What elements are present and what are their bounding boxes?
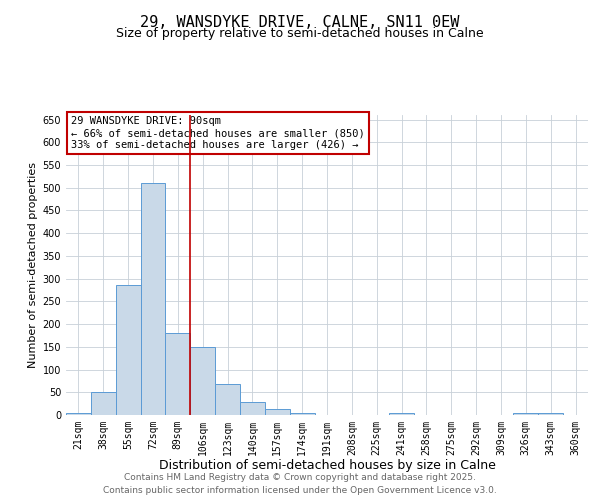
Bar — [514, 412, 538, 415]
Bar — [240, 402, 265, 415]
Text: Contains public sector information licensed under the Open Government Licence v3: Contains public sector information licen… — [103, 486, 497, 495]
Bar — [215, 384, 240, 415]
Text: Contains HM Land Registry data © Crown copyright and database right 2025.: Contains HM Land Registry data © Crown c… — [124, 474, 476, 482]
Bar — [91, 392, 116, 415]
Bar — [190, 347, 215, 415]
Bar — [265, 409, 290, 415]
Text: Size of property relative to semi-detached houses in Calne: Size of property relative to semi-detach… — [116, 28, 484, 40]
X-axis label: Distribution of semi-detached houses by size in Calne: Distribution of semi-detached houses by … — [158, 460, 496, 472]
Text: 29, WANSDYKE DRIVE, CALNE, SN11 0EW: 29, WANSDYKE DRIVE, CALNE, SN11 0EW — [140, 15, 460, 30]
Bar — [389, 413, 414, 415]
Bar — [66, 412, 91, 415]
Bar — [140, 183, 166, 415]
Bar — [538, 412, 563, 415]
Bar — [116, 286, 140, 415]
Y-axis label: Number of semi-detached properties: Number of semi-detached properties — [28, 162, 38, 368]
Bar — [166, 333, 190, 415]
Bar — [290, 412, 314, 415]
Text: 29 WANSDYKE DRIVE: 90sqm
← 66% of semi-detached houses are smaller (850)
33% of : 29 WANSDYKE DRIVE: 90sqm ← 66% of semi-d… — [71, 116, 365, 150]
